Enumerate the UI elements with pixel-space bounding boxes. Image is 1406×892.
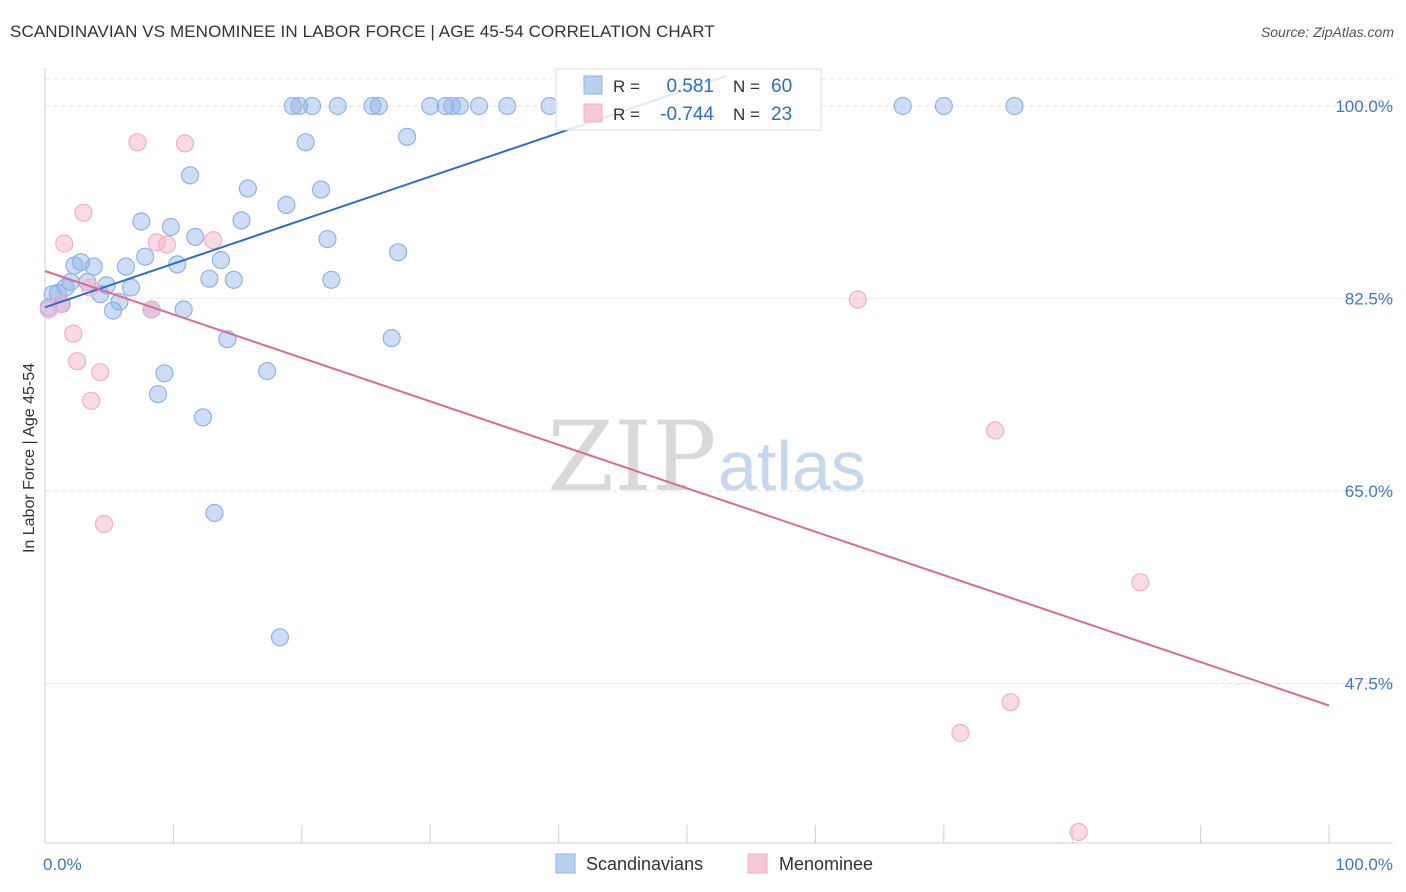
menominee-trend-line	[44, 270, 1330, 707]
menominee-point-4	[67, 352, 87, 371]
y-tick-label-0: 100.0%	[1335, 97, 1393, 116]
menominee-point-5	[74, 203, 93, 222]
scandinavian-point-37	[283, 96, 302, 116]
scandinavian-point-31	[224, 270, 243, 289]
legend-n-label-1: N =	[733, 77, 760, 96]
x-tick-label-1: 100.0%	[1335, 855, 1393, 874]
menominee-point-13	[157, 235, 177, 254]
legend-r-value-2: -0.744	[660, 104, 714, 125]
scandinavian-point-28	[205, 503, 224, 523]
legend-n-label-2: N =	[733, 105, 760, 124]
scandinavian-point-42	[318, 230, 337, 249]
scandinavian-point-36	[277, 195, 296, 215]
legend-swatch-menominee	[583, 103, 603, 123]
legend-r-label-1: R =	[613, 77, 640, 96]
scandinavian-point-51	[436, 96, 455, 116]
scandinavian-point-9	[84, 257, 103, 276]
scandinavian-point-32	[232, 211, 251, 230]
series-legend: Scandinavians Menominee	[555, 853, 873, 874]
menominee-point-7	[82, 391, 101, 410]
series-legend-label-scandinavians: Scandinavians	[586, 854, 703, 874]
watermark: ZIP atlas	[547, 401, 865, 513]
watermark-atlas: atlas	[718, 427, 866, 505]
trend-lines	[44, 75, 1330, 707]
scandinavian-point-39	[296, 133, 315, 152]
scandinavian-point-45	[363, 96, 382, 116]
y-tick-labels: 100.0% 82.5% 65.0% 47.5%	[1335, 97, 1393, 694]
scandinavian-point-41	[311, 180, 331, 199]
series-legend-label-menominee: Menominee	[779, 854, 873, 874]
menominee-point-17	[986, 421, 1005, 440]
scandinavian-point-14	[116, 257, 135, 276]
scandinavian-point-44	[328, 96, 347, 116]
legend-n-value-2: 23	[771, 104, 792, 125]
scandinavian-point-40	[302, 96, 322, 116]
scandinavian-point-15	[121, 278, 141, 297]
menominee-point-19	[1001, 693, 1020, 712]
scandinavian-point-33	[238, 179, 257, 198]
y-tick-label-1: 82.5%	[1345, 290, 1393, 309]
scandinavian-point-24	[180, 166, 200, 185]
data-points	[39, 96, 1150, 842]
x-tick-label-0: 0.0%	[43, 855, 82, 874]
menominee-point-8	[91, 363, 110, 382]
scandinavian-point-58	[934, 96, 953, 116]
menominee-point-21	[1069, 822, 1088, 842]
grid-lines	[45, 78, 1393, 684]
chart-source: Source: ZipAtlas.com	[1260, 24, 1394, 40]
series-legend-swatch-scandinavians	[555, 853, 576, 874]
menominee-point-18	[951, 723, 970, 743]
x-tick-labels: 0.0% 100.0%	[43, 855, 1393, 874]
y-tick-label-3: 47.5%	[1345, 675, 1393, 694]
scandinavian-point-50	[421, 96, 440, 116]
scandinavian-point-47	[382, 329, 401, 348]
scandinavian-point-53	[450, 96, 469, 116]
legend-swatch-scandinavians	[583, 75, 603, 95]
scandinavian-point-26	[193, 408, 213, 427]
scandinavian-point-52	[442, 96, 462, 116]
scandinavian-point-43	[322, 270, 341, 289]
scandinavian-point-55	[498, 96, 517, 116]
y-axis-label: In Labor Force | Age 45-54	[21, 363, 38, 553]
scandinavian-point-29	[211, 250, 231, 270]
legend-r-label-2: R =	[613, 105, 640, 124]
menominee-point-2	[55, 234, 74, 253]
scandinavian-point-19	[148, 385, 168, 404]
axes	[44, 68, 1393, 844]
legend-n-value-1: 60	[771, 76, 792, 97]
scandinavian-point-25	[186, 227, 205, 246]
chart-title: SCANDINAVIAN VS MENOMINEE IN LABOR FORCE…	[10, 22, 715, 41]
menominee-point-10	[128, 133, 147, 152]
scandinavian-point-38	[290, 96, 309, 116]
stats-legend: R = 0.581 N = 60 R = -0.744 N = 23	[555, 68, 822, 131]
scandinavian-point-20	[155, 364, 174, 383]
scandinavian-point-27	[200, 269, 219, 288]
menominee-point-14	[175, 134, 195, 153]
scandinavian-point-16	[132, 212, 151, 231]
scandinavian-point-57	[893, 96, 912, 116]
scandinavian-point-54	[469, 96, 489, 116]
scandinavian-point-34	[258, 362, 277, 381]
scandinavian-point-21	[161, 217, 180, 237]
menominee-point-15	[204, 231, 223, 250]
scandinavian-point-49	[397, 127, 417, 146]
watermark-zip: ZIP	[547, 401, 716, 513]
legend-r-value-1: 0.581	[666, 76, 714, 97]
series-legend-swatch-menominee	[747, 853, 768, 874]
y-tick-label-2: 65.0%	[1345, 482, 1393, 501]
menominee-point-3	[64, 324, 83, 343]
scandinavian-point-48	[389, 243, 408, 262]
menominee-point-16	[848, 290, 867, 309]
menominee-point-6	[80, 278, 100, 297]
menominee-point-20	[1131, 573, 1150, 592]
scandinavian-point-46	[369, 96, 388, 116]
menominee-point-9	[94, 514, 114, 534]
scandinavian-point-17	[136, 247, 155, 266]
scandinavian-point-35	[270, 628, 290, 647]
scandinavian-point-59	[1005, 96, 1024, 116]
